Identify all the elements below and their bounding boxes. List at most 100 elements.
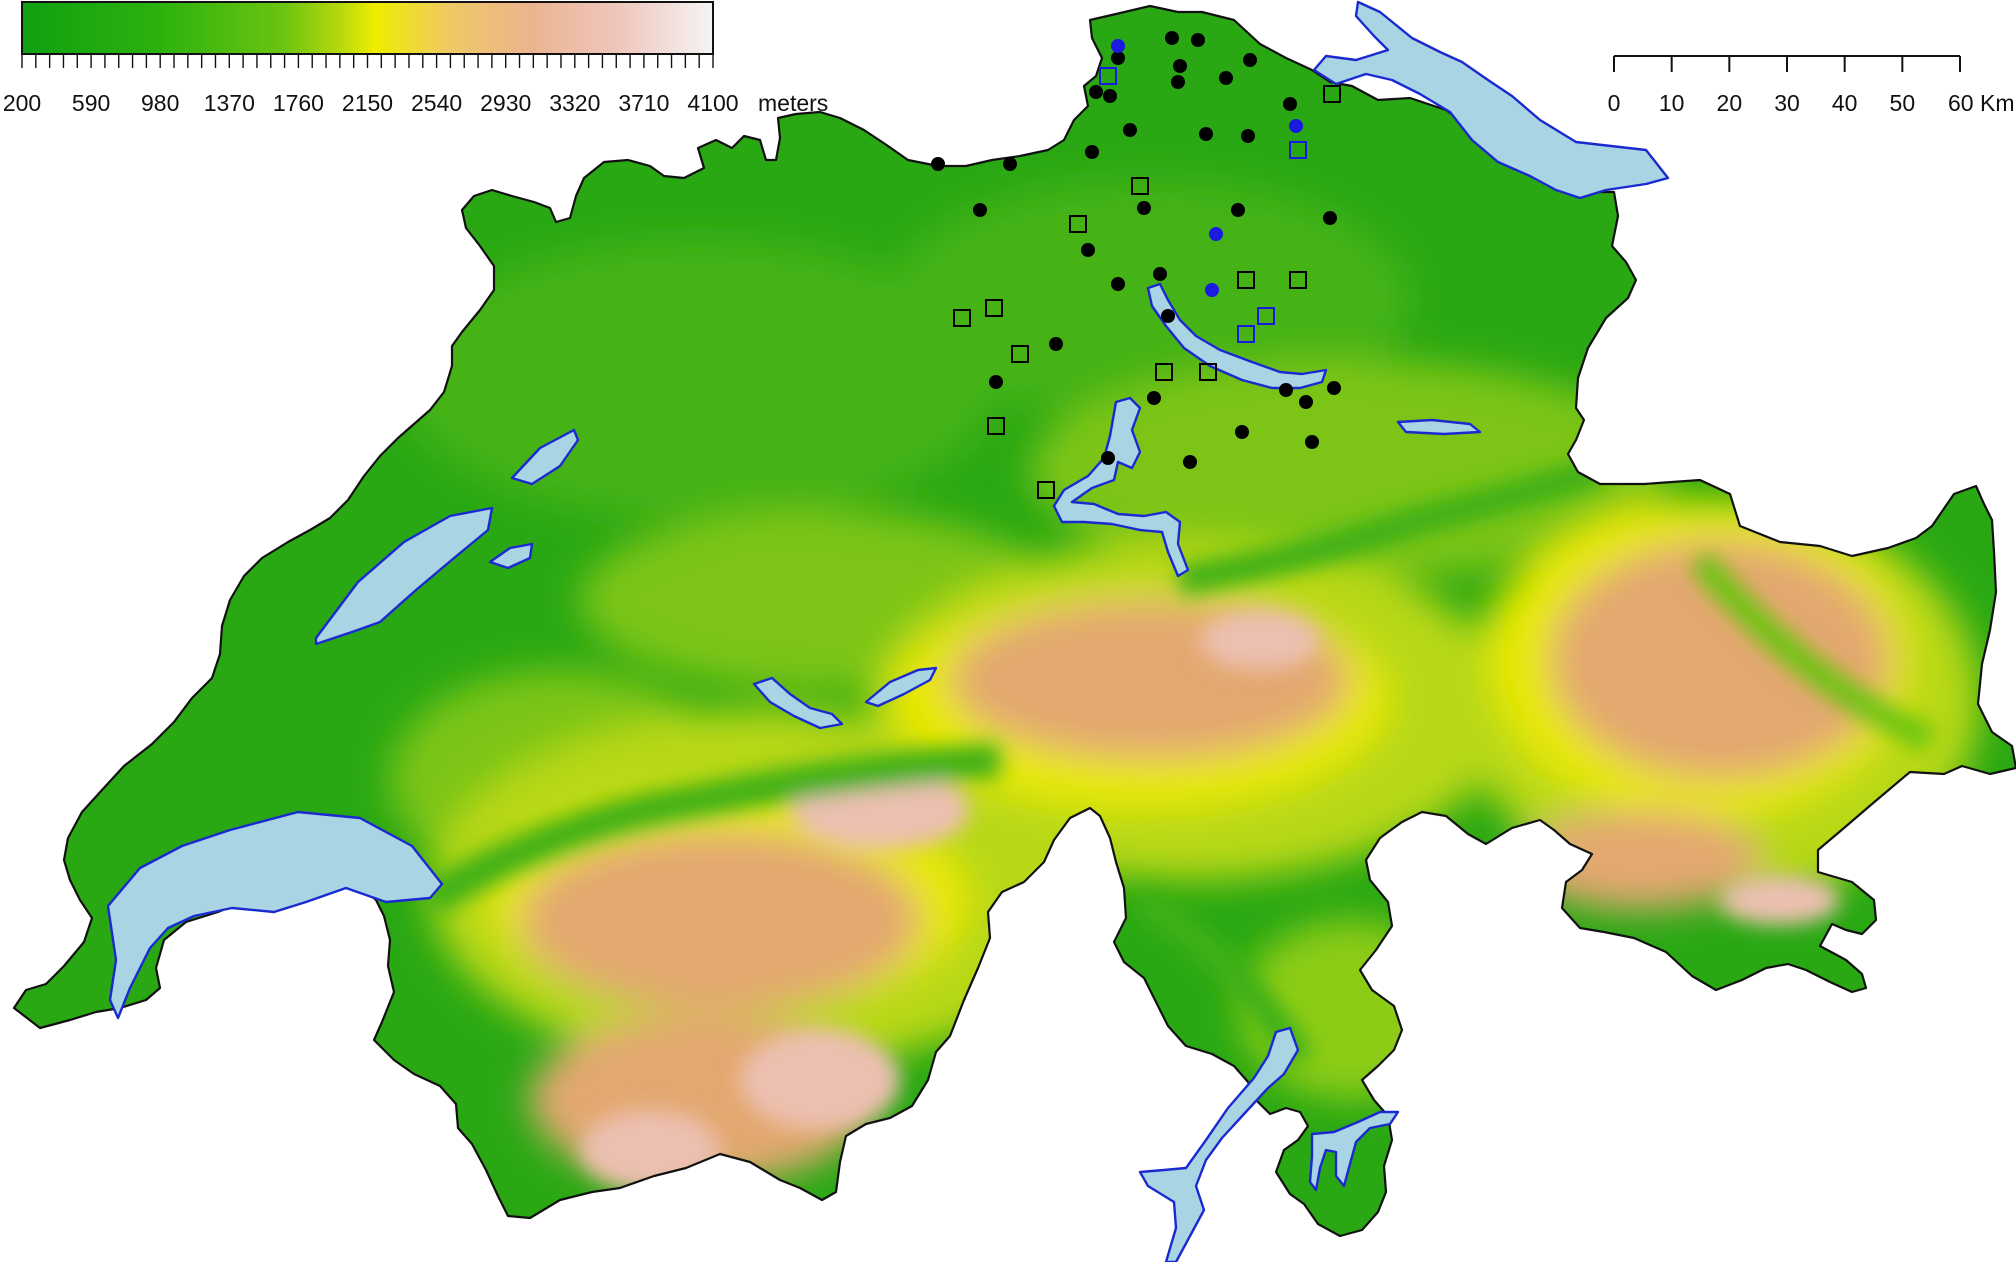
black-sample-dot [1123,123,1137,137]
high-alps-zone [520,830,920,1010]
lake-thun [752,676,844,730]
black-sample-square [985,299,1003,317]
legend-tick-label: 200 [3,90,41,116]
legend-tick-label: 3710 [618,90,669,116]
blue-sample-square [1257,307,1275,325]
elevation-legend: 200 590 980 1370 1760 2150 2540 2930 3320 3710 410… [3,1,828,116]
black-sample-square [1199,363,1217,381]
lake-constance [1312,0,1670,200]
scale-tick-label: 60 Km [1948,90,2014,116]
peaks-zone [1200,610,1320,670]
scale-tick-label: 0 [1608,90,1621,116]
elevation-shading [390,180,1980,1190]
legend-tick-label: 590 [72,90,110,116]
black-sample-dot [1111,51,1125,65]
peaks-zone [740,1030,900,1130]
black-sample-square [1323,85,1341,103]
black-sample-dot [1323,211,1337,225]
black-sample-dot [1243,53,1257,67]
blue-sample-dot [1205,283,1219,297]
legend-tick-label: 3320 [549,90,600,116]
blue-sample-dot [1209,227,1223,241]
blue-sample-dot [1289,119,1303,133]
black-sample-square [1289,271,1307,289]
lake-lucerne [1052,396,1190,578]
black-sample-dot [1231,203,1245,217]
blue-sample-square [1289,141,1307,159]
blue-sample-dot [1111,39,1125,53]
lake-lugano [1308,1110,1400,1192]
black-sample-dot [1049,337,1063,351]
legend-tick-label: 2150 [342,90,393,116]
black-sample-dot [1299,395,1313,409]
lake-maggiore [1138,1026,1300,1262]
lake-brienz [864,666,938,708]
scale-bar: 0 10 20 30 40 50 60 Km [1608,55,2014,116]
legend-tick-label: 1370 [204,90,255,116]
legend-color-bar [21,1,714,55]
black-sample-dot [1219,71,1233,85]
lakes [106,0,1670,1262]
scale-tick-label: 20 [1717,90,1743,116]
black-sample-dot [1089,85,1103,99]
black-sample-dot [1191,33,1205,47]
scale-tick-label: 40 [1832,90,1858,116]
black-sample-square [1037,481,1055,499]
black-sample-square [987,417,1005,435]
prealps-zone [1030,360,1670,580]
scale-bar-ticks: 0 10 20 30 40 50 60 Km [1608,56,2014,116]
legend-tick-label: 2930 [480,90,531,116]
black-sample-dot [1003,157,1017,171]
scale-tick-label: 30 [1774,90,1800,116]
black-sample-square [1069,215,1087,233]
blue-sample-square [1237,325,1255,343]
black-sample-dot [1165,31,1179,45]
legend-tick-label: 1760 [273,90,324,116]
black-sample-dot [989,375,1003,389]
black-sample-dot [1085,145,1099,159]
black-sample-dot [973,203,987,217]
black-sample-dot [1235,425,1249,439]
black-sample-dot [1161,309,1175,323]
black-sample-dot [1101,451,1115,465]
black-sample-dot [1137,201,1151,215]
black-sample-square [1237,271,1255,289]
lake-zurich [1146,282,1328,390]
black-sample-square [953,309,971,327]
lake-walen [1396,418,1482,436]
blue-sample-square [1099,67,1117,85]
black-sample-square [1011,345,1029,363]
black-sample-dot [1199,127,1213,141]
sample-markers [931,31,1341,499]
black-sample-square [1155,363,1173,381]
high-alps-zone [1520,810,1760,910]
legend-ticks: 200 590 980 1370 1760 2150 2540 2930 3320 3710 410… [3,54,739,116]
black-sample-dot [1279,383,1293,397]
black-sample-dot [1153,267,1167,281]
black-sample-dot [1111,277,1125,291]
black-sample-dot [1081,243,1095,257]
legend-tick-label: 4100 [687,90,738,116]
scale-tick-label: 50 [1890,90,1916,116]
national-border [12,4,2016,1238]
black-sample-dot [1171,75,1185,89]
high-alps-zone [1550,540,1890,780]
legend-tick-label: 2540 [411,90,462,116]
black-sample-dot [1173,59,1187,73]
rhone-valley [421,743,1002,915]
scale-tick-label: 10 [1659,90,1685,116]
black-sample-dot [1305,435,1319,449]
inn-valley [1690,551,1936,752]
black-sample-dot [1147,391,1161,405]
lake-neuchatel [314,506,494,646]
black-sample-dot [1327,381,1341,395]
terrain [12,4,2016,1238]
black-sample-square [1131,177,1149,195]
lake-biel [510,428,580,486]
black-sample-dot [1283,97,1297,111]
black-sample-dot [1103,89,1117,103]
rhine-valley [1177,455,1605,595]
black-sample-dot [1241,129,1255,143]
